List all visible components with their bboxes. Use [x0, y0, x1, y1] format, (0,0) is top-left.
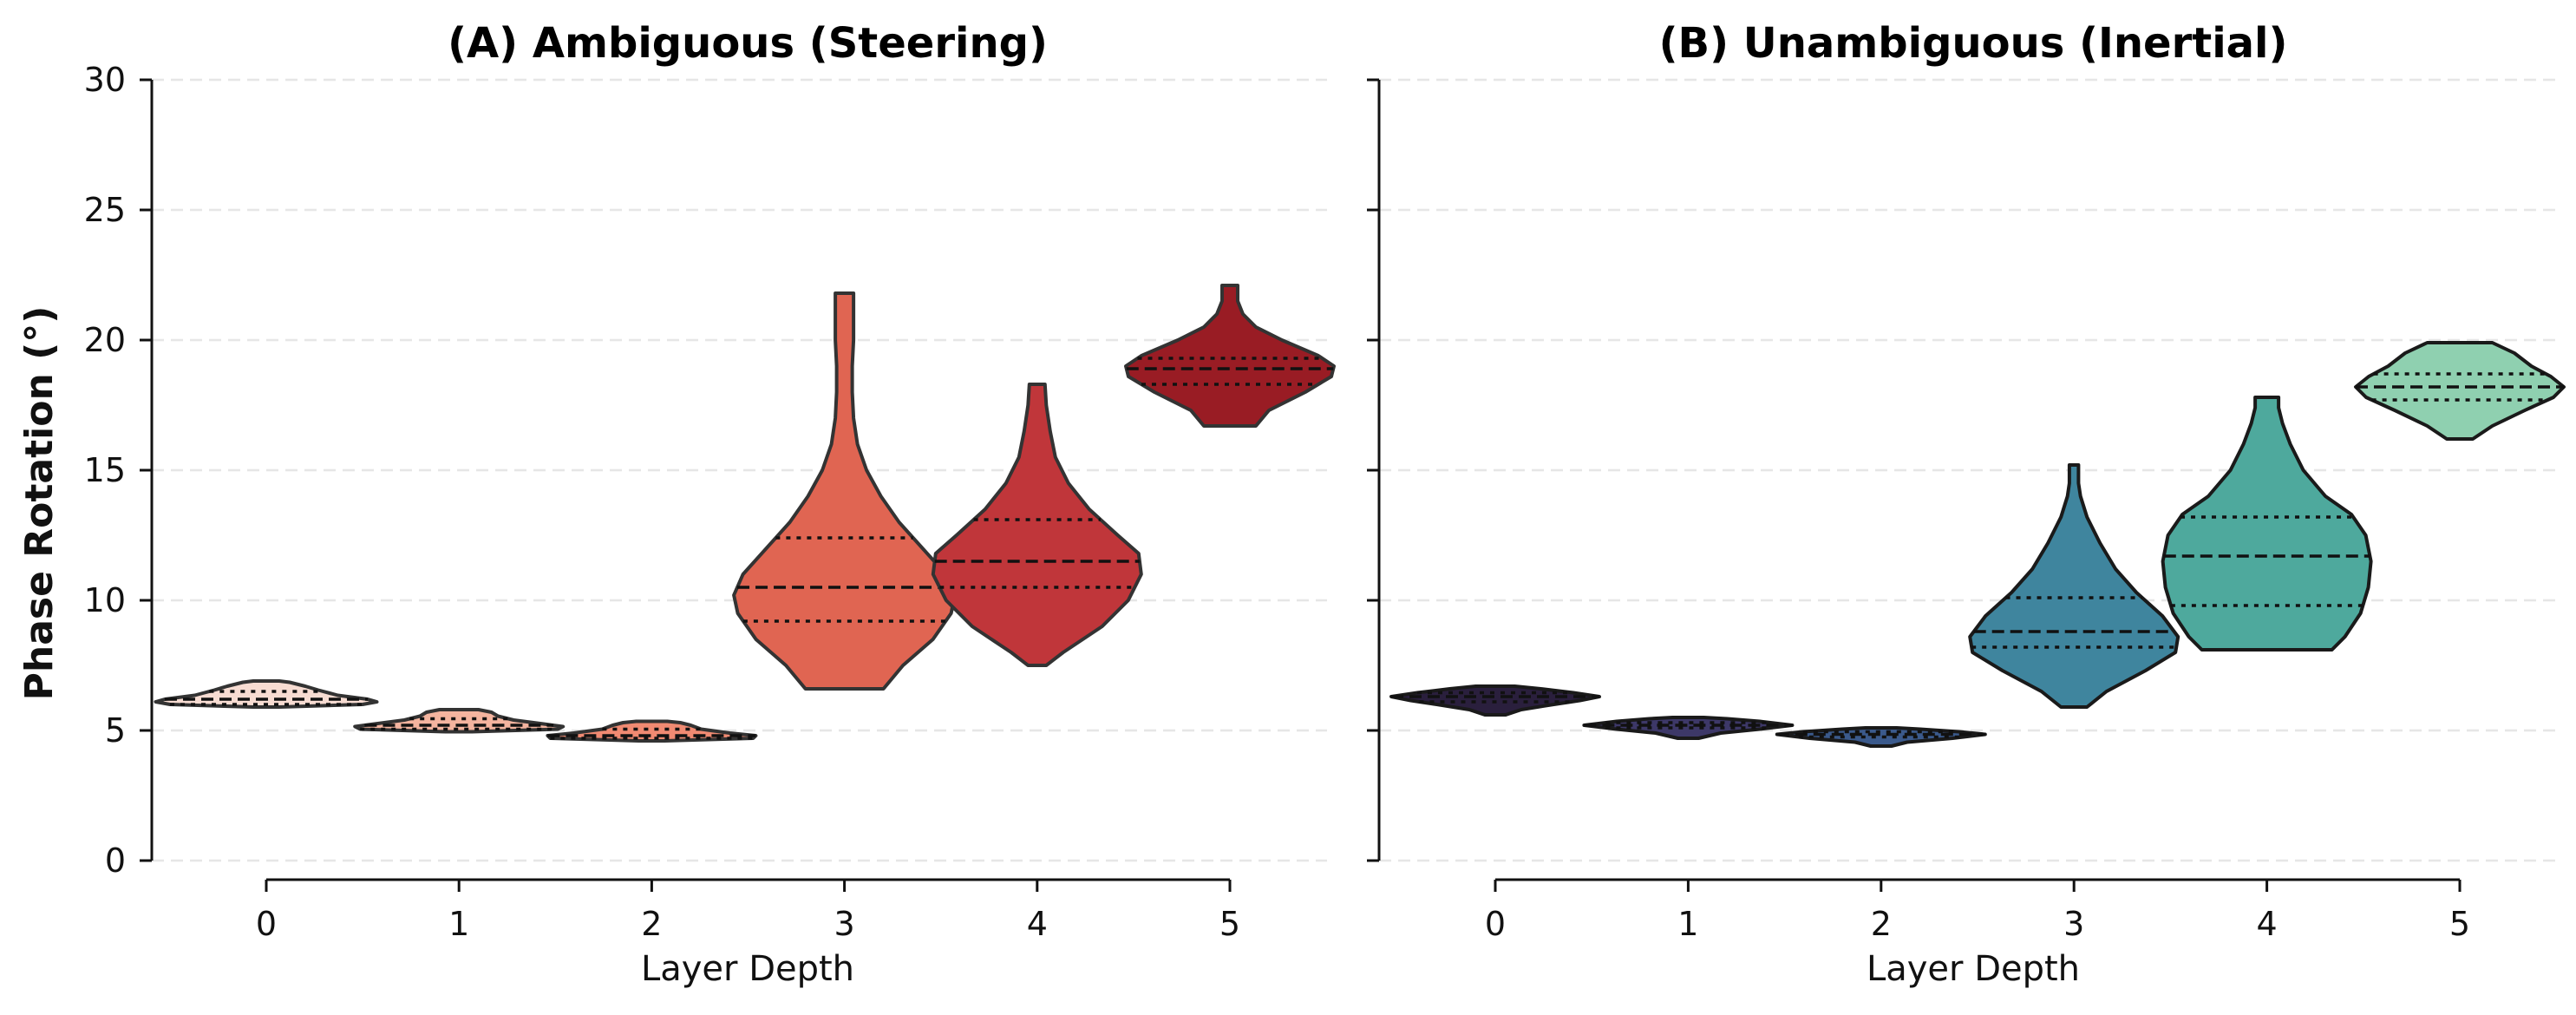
violin [353, 708, 566, 734]
panel-b-x-axis-label: Layer Depth [1867, 949, 2080, 989]
y-tick-label: 15 [84, 451, 126, 489]
violin [546, 719, 758, 743]
violin [931, 383, 1143, 667]
panel-a-gridlines [152, 78, 1327, 862]
y-tick-label: 10 [84, 581, 126, 619]
x-tick-label: 2 [641, 905, 662, 943]
y-tick-label: 20 [84, 321, 126, 359]
violin [154, 679, 379, 709]
violin [732, 291, 958, 691]
panel-unambiguous-inertial: (B) Unambiguous (Inertial) Layer Depth 0… [1367, 19, 2566, 989]
y-tick-label: 25 [84, 191, 126, 229]
y-axis-label: Phase Rotation (°) [17, 306, 62, 701]
violin-body [1124, 284, 1336, 428]
y-tick-label: 0 [105, 841, 126, 880]
panel-ambiguous-steering: (A) Ambiguous (Steering) Phase Rotation … [17, 19, 1336, 989]
x-tick-label: 3 [834, 905, 855, 943]
violin [2354, 341, 2566, 441]
panel-a-title: (A) Ambiguous (Steering) [448, 19, 1048, 68]
panel-b-gridlines [1379, 78, 2559, 862]
y-tick-label: 30 [84, 61, 126, 99]
panel-b-title: (B) Unambiguous (Inertial) [1659, 19, 2288, 68]
violin [1582, 716, 1795, 740]
x-tick-label: 4 [2257, 905, 2278, 943]
y-tick-label: 5 [105, 711, 126, 750]
violin [1968, 463, 2180, 709]
x-tick-label: 1 [1677, 905, 1698, 943]
x-tick-label: 5 [2449, 905, 2470, 943]
violin-body [546, 719, 758, 743]
x-tick-label: 3 [2063, 905, 2084, 943]
x-tick-label: 0 [256, 905, 277, 943]
violin-body [1582, 716, 1795, 740]
x-tick-label: 2 [1871, 905, 1892, 943]
panel-a-x-axis-label: Layer Depth [641, 949, 854, 989]
violin [1775, 726, 1987, 748]
violin-body [353, 708, 566, 734]
violin-body [2354, 341, 2566, 441]
violin-body [931, 383, 1143, 667]
violin-body [1775, 726, 1987, 748]
x-tick-label: 5 [1219, 905, 1240, 943]
violin [2161, 396, 2373, 652]
violin-body [732, 291, 958, 691]
x-tick-label: 1 [448, 905, 469, 943]
x-tick-label: 4 [1027, 905, 1048, 943]
x-tick-label: 0 [1485, 905, 1506, 943]
violin-body [2161, 396, 2373, 652]
violin [1124, 284, 1336, 428]
violin [1389, 684, 1601, 717]
violin-body [1968, 463, 2180, 709]
